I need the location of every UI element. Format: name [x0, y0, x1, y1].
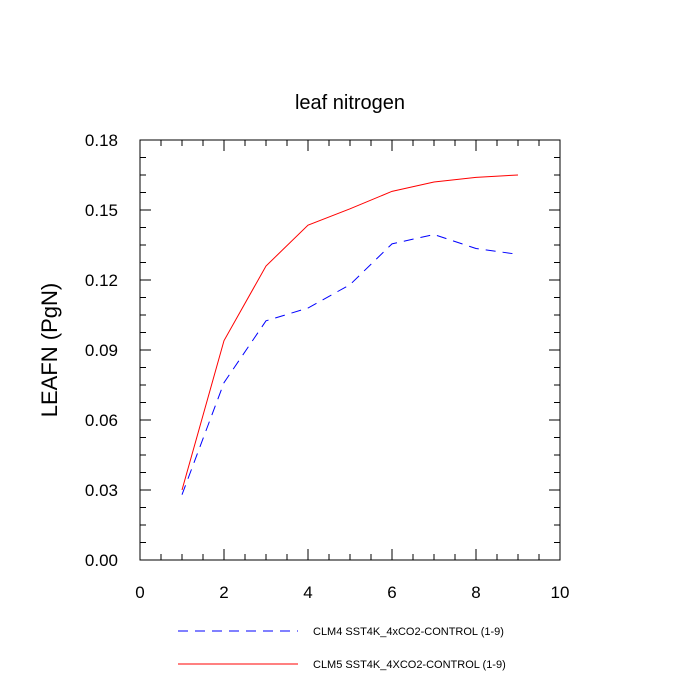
x-tick-label: 2: [219, 583, 228, 602]
y-tick-labels: 0.00 0.03 0.06 0.09 0.12 0.15 0.18: [85, 131, 118, 570]
y-tick-label: 0.06: [85, 411, 118, 430]
x-tick-label: 0: [135, 583, 144, 602]
y-tick-label: 0.00: [85, 551, 118, 570]
x-tick-label: 10: [551, 583, 570, 602]
plot-frame: [139, 139, 561, 561]
y-tick-label: 0.15: [85, 201, 118, 220]
axis-ticks: [139, 139, 561, 561]
y-axis-label: LEAFN (PgN): [37, 283, 62, 417]
y-tick-label: 0.03: [85, 481, 118, 500]
x-tick-label: 4: [303, 583, 312, 602]
x-tick-labels: 0 2 4 6 8 10: [135, 583, 569, 602]
x-tick-label: 8: [471, 583, 480, 602]
y-tick-label: 0.12: [85, 271, 118, 290]
y-tick-label: 0.09: [85, 341, 118, 360]
series-line-clm5: [181, 174, 519, 491]
series-line-clm4: [181, 233, 519, 495]
chart-title: leaf nitrogen: [295, 92, 405, 114]
x-tick-label: 6: [387, 583, 396, 602]
legend-label-clm4: CLM4 SST4K_4xCO2-CONTROL (1-9): [313, 626, 504, 638]
legend-label-clm5: CLM5 SST4K_4XCO2-CONTROL (1-9): [313, 659, 506, 671]
series-lines: [181, 174, 519, 495]
legend: CLM4 SST4K_4xCO2-CONTROL (1-9) CLM5 SST4…: [178, 626, 506, 671]
y-tick-label: 0.18: [85, 131, 118, 150]
